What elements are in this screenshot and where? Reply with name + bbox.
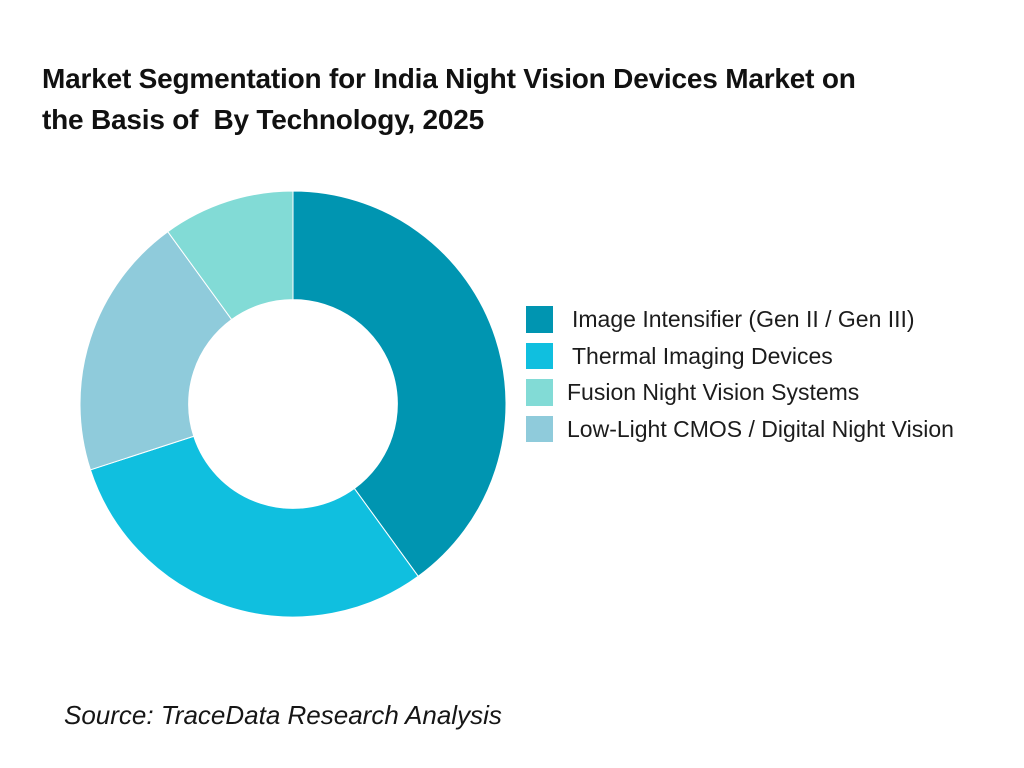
chart-legend: Image Intensifier (Gen II / Gen III) Ther… bbox=[526, 306, 954, 442]
donut-slice-2 bbox=[89, 435, 419, 618]
legend-swatch-icon bbox=[526, 415, 553, 442]
legend-swatch-icon bbox=[526, 306, 553, 333]
legend-item: Image Intensifier (Gen II / Gen III) bbox=[526, 306, 954, 333]
legend-label: Thermal Imaging Devices bbox=[572, 342, 833, 369]
donut-chart bbox=[73, 184, 513, 624]
legend-label: Low-Light CMOS / Digital Night Vision bbox=[567, 415, 954, 442]
donut-slice-3 bbox=[167, 190, 294, 321]
legend-label: Fusion Night Vision Systems bbox=[567, 379, 860, 406]
legend-swatch-icon bbox=[526, 342, 553, 369]
legend-item: Fusion Night Vision Systems bbox=[526, 379, 954, 406]
donut-chart-svg bbox=[79, 190, 507, 618]
chart-title: Market Segmentation for India Night Visi… bbox=[42, 58, 1002, 140]
legend-label: Image Intensifier (Gen II / Gen III) bbox=[572, 306, 915, 333]
chart-title-line-1: Market Segmentation for India Night Visi… bbox=[42, 63, 856, 94]
source-note: Source: TraceData Research Analysis bbox=[64, 700, 502, 730]
legend-swatch-icon bbox=[526, 379, 553, 406]
legend-item: Thermal Imaging Devices bbox=[526, 342, 954, 369]
donut-slice-4 bbox=[79, 230, 233, 471]
chart-title-line-2: the Basis of By Technology, 2025 bbox=[42, 104, 485, 135]
donut-slice-1 bbox=[292, 190, 507, 578]
legend-item: Low-Light CMOS / Digital Night Vision bbox=[526, 415, 954, 442]
